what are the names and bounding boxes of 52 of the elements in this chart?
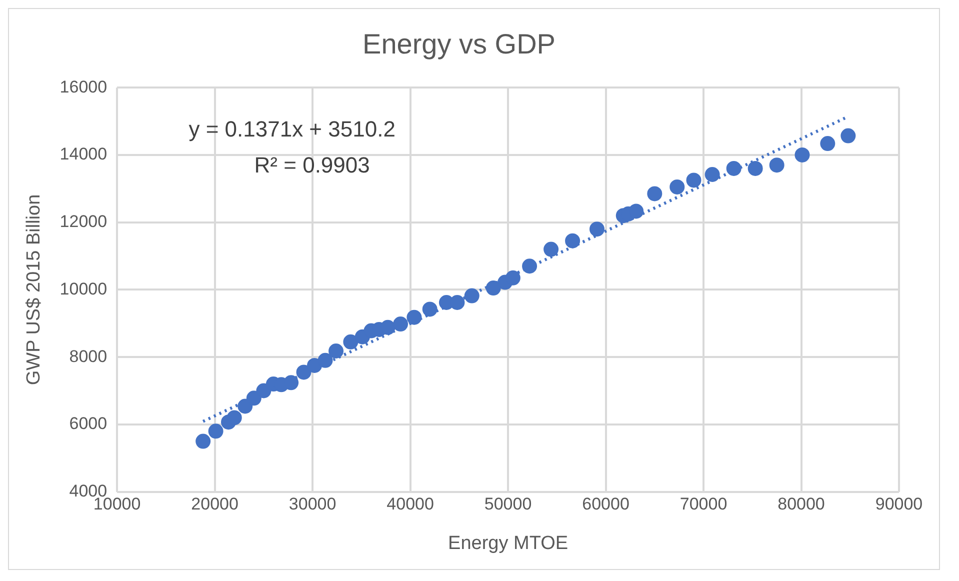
- x-tick-label: 90000: [875, 494, 923, 514]
- x-tick-label: 40000: [386, 494, 434, 514]
- point: [726, 160, 742, 176]
- x-tick-label: 80000: [778, 494, 825, 514]
- point: [544, 242, 559, 257]
- point: [522, 258, 538, 274]
- point: [406, 310, 422, 325]
- x-tick-label: 50000: [484, 494, 532, 514]
- point: [208, 424, 224, 439]
- point: [505, 270, 520, 286]
- chart-title: Energy vs GDP: [362, 28, 556, 60]
- point: [393, 316, 408, 332]
- y-tick-label: 6000: [69, 414, 108, 434]
- point: [686, 172, 702, 188]
- y-tick-label: 12000: [60, 212, 108, 232]
- point: [628, 204, 644, 219]
- point: [769, 158, 784, 173]
- point: [422, 302, 438, 317]
- point: [748, 160, 763, 176]
- y-tick-label: 14000: [60, 144, 108, 164]
- point: [486, 280, 501, 296]
- x-tick-label: 30000: [288, 494, 336, 514]
- point: [589, 222, 604, 237]
- point: [380, 320, 396, 335]
- x-axis-title: Energy MTOE: [448, 532, 568, 554]
- point: [196, 434, 211, 449]
- point: [328, 344, 344, 359]
- point: [284, 375, 299, 390]
- point: [450, 295, 465, 310]
- point: [296, 364, 312, 380]
- point: [840, 128, 856, 144]
- point: [226, 410, 242, 426]
- annotation: y = 0.1371x + 3510.2: [188, 116, 396, 142]
- point: [670, 179, 685, 194]
- y-tick-label: 8000: [69, 346, 108, 366]
- annotation: R² = 0.9903: [254, 152, 370, 178]
- point: [704, 167, 720, 182]
- point: [464, 288, 480, 304]
- point: [246, 390, 262, 406]
- point: [318, 352, 333, 368]
- point: [794, 147, 810, 162]
- point: [820, 136, 836, 152]
- x-tick-label: 20000: [191, 494, 238, 514]
- point: [565, 233, 580, 248]
- y-axis-title: GWP US$ 2015 Billion: [24, 194, 45, 386]
- point: [307, 358, 322, 373]
- x-tick-label: 60000: [582, 494, 630, 514]
- point: [343, 334, 358, 350]
- y-tick-label: 10000: [60, 279, 108, 298]
- y-tick-label: 16000: [60, 77, 108, 96]
- point: [647, 186, 662, 202]
- x-tick-label: 70000: [680, 494, 728, 514]
